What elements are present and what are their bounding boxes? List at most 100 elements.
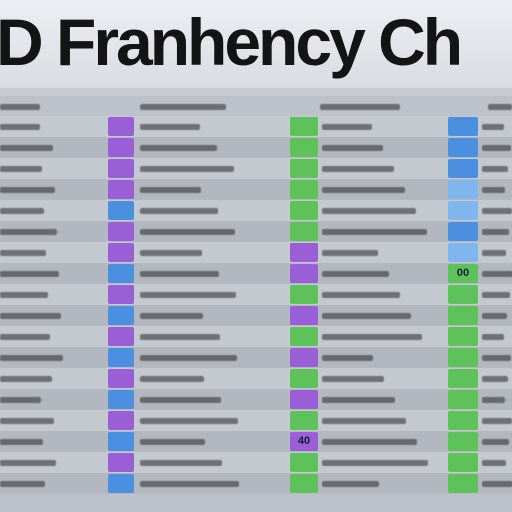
illegible-text <box>0 460 56 466</box>
illegible-text <box>482 355 511 361</box>
color-swatch <box>448 138 478 157</box>
illegible-text <box>482 229 509 235</box>
illegible-text <box>482 250 506 256</box>
table-row <box>0 368 512 389</box>
illegible-text <box>0 397 41 403</box>
illegible-text <box>322 250 378 256</box>
illegible-text <box>322 376 384 382</box>
illegible-text <box>482 397 505 403</box>
table-row <box>0 452 512 473</box>
color-swatch <box>108 453 134 472</box>
illegible-text <box>140 124 200 130</box>
color-swatch <box>108 180 134 199</box>
illegible-text <box>322 481 379 487</box>
illegible-text <box>0 292 48 298</box>
color-swatch <box>448 369 478 388</box>
illegible-text <box>322 355 373 361</box>
illegible-text <box>0 250 46 256</box>
illegible-text <box>140 397 221 403</box>
color-swatch <box>108 264 134 283</box>
illegible-text <box>482 124 504 130</box>
color-swatch <box>448 159 478 178</box>
table-row: 40 <box>0 431 512 452</box>
color-swatch: 00 <box>448 264 478 283</box>
illegible-text <box>322 229 427 235</box>
color-swatch <box>108 411 134 430</box>
illegible-text <box>140 481 239 487</box>
color-swatch <box>290 306 318 325</box>
illegible-text <box>322 271 389 277</box>
illegible-text <box>482 166 508 172</box>
color-swatch <box>108 348 134 367</box>
illegible-text <box>322 166 394 172</box>
illegible-text <box>140 166 234 172</box>
illegible-text <box>0 355 63 361</box>
column-header <box>0 104 40 110</box>
illegible-text <box>322 124 372 130</box>
illegible-text <box>322 460 428 466</box>
illegible-text <box>140 208 218 214</box>
illegible-text <box>140 460 222 466</box>
illegible-text <box>482 187 505 193</box>
color-swatch <box>108 390 134 409</box>
color-swatch <box>290 369 318 388</box>
color-swatch <box>290 327 318 346</box>
color-swatch <box>290 117 318 136</box>
color-swatch <box>448 432 478 451</box>
illegible-text <box>482 271 512 277</box>
illegible-text <box>0 166 42 172</box>
illegible-text <box>0 229 57 235</box>
color-swatch <box>448 117 478 136</box>
table-row <box>0 473 512 494</box>
color-swatch <box>290 285 318 304</box>
illegible-text <box>0 418 54 424</box>
illegible-text <box>322 208 416 214</box>
illegible-text <box>322 418 406 424</box>
illegible-text <box>482 313 507 319</box>
illegible-text <box>140 292 236 298</box>
illegible-text <box>140 250 202 256</box>
illegible-text <box>0 376 52 382</box>
color-swatch <box>448 474 478 493</box>
illegible-text <box>482 418 512 424</box>
color-swatch <box>290 348 318 367</box>
table-row <box>0 116 512 137</box>
illegible-text <box>322 145 383 151</box>
color-swatch <box>448 390 478 409</box>
illegible-text <box>482 376 508 382</box>
color-swatch <box>108 117 134 136</box>
color-swatch <box>108 327 134 346</box>
illegible-text <box>322 334 422 340</box>
illegible-text <box>0 145 53 151</box>
color-swatch <box>448 411 478 430</box>
color-swatch <box>108 306 134 325</box>
illegible-text <box>482 439 509 445</box>
illegible-text <box>322 439 417 445</box>
color-swatch <box>290 243 318 262</box>
color-swatch <box>290 453 318 472</box>
table-row <box>0 305 512 326</box>
page-header: D Franhency Ch <box>0 0 512 88</box>
illegible-text <box>140 355 237 361</box>
illegible-text <box>0 271 59 277</box>
color-swatch <box>108 222 134 241</box>
illegible-text <box>322 313 411 319</box>
column-header <box>140 104 226 110</box>
column-header <box>488 104 512 110</box>
table-row <box>0 410 512 431</box>
color-swatch <box>448 327 478 346</box>
color-swatch <box>290 474 318 493</box>
color-swatch <box>448 180 478 199</box>
color-swatch <box>448 453 478 472</box>
color-swatch <box>448 222 478 241</box>
table-row <box>0 326 512 347</box>
color-swatch <box>108 285 134 304</box>
table-row <box>0 158 512 179</box>
column-header <box>320 104 400 110</box>
illegible-text <box>482 460 506 466</box>
color-swatch <box>108 138 134 157</box>
color-swatch <box>448 285 478 304</box>
illegible-text <box>140 376 204 382</box>
color-swatch <box>108 243 134 262</box>
illegible-text <box>322 397 395 403</box>
